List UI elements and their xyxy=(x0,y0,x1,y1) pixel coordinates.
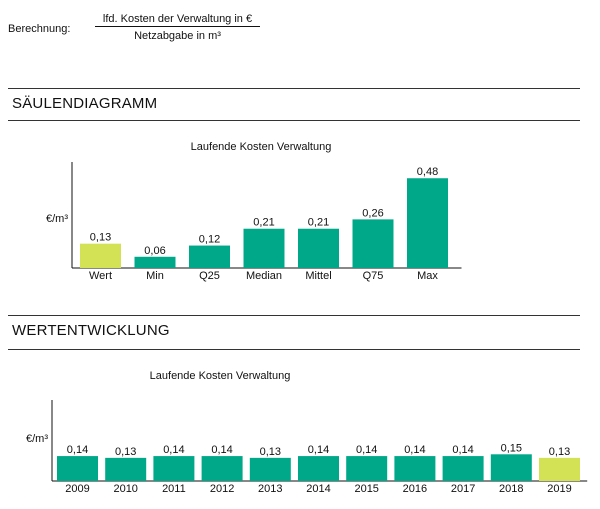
formula-denominator: Netzabgabe in m³ xyxy=(134,30,221,42)
bar xyxy=(153,456,195,481)
y-axis-label: €/m³ xyxy=(26,433,48,445)
bar xyxy=(57,456,98,481)
x-tick-label: Q75 xyxy=(363,270,384,282)
bar xyxy=(189,245,230,268)
data-label: 0,21 xyxy=(253,217,274,229)
bar xyxy=(407,178,448,268)
bar xyxy=(539,457,580,481)
section-title-trend: WERTENTWICKLUNG xyxy=(12,322,170,339)
x-tick-label: Wert xyxy=(89,270,112,282)
data-label: 0,13 xyxy=(115,446,136,458)
bar xyxy=(298,456,339,481)
divider xyxy=(8,88,580,89)
bar xyxy=(105,457,147,481)
x-tick-label: 2010 xyxy=(113,483,137,495)
data-label: 0,13 xyxy=(260,446,281,458)
data-label: 0,14 xyxy=(211,444,232,456)
data-label: 0,48 xyxy=(417,166,438,178)
bar xyxy=(352,219,394,268)
formula-label: Berechnung: xyxy=(8,23,71,35)
x-tick-label: 2015 xyxy=(354,483,378,495)
bar xyxy=(442,456,484,481)
x-tick-label: Mittel xyxy=(305,270,331,282)
x-tick-label: 2012 xyxy=(210,483,234,495)
x-tick-label: 2013 xyxy=(258,483,282,495)
bar xyxy=(346,456,388,481)
data-label: 0,14 xyxy=(67,444,88,456)
bar xyxy=(298,228,339,268)
bar xyxy=(80,243,121,268)
divider xyxy=(8,315,580,316)
data-label: 0,14 xyxy=(308,444,329,456)
x-tick-label: 2019 xyxy=(547,483,571,495)
bar xyxy=(249,457,291,481)
divider xyxy=(8,349,580,350)
data-label: 0,26 xyxy=(362,207,383,219)
data-label: 0,13 xyxy=(90,232,111,244)
x-tick-label: 2011 xyxy=(162,483,186,495)
trend-chart: Laufende Kosten Verwaltung €/m³ 0,14 2009 0,… xyxy=(26,370,588,495)
data-label: 0,14 xyxy=(163,444,184,456)
data-label: 0,06 xyxy=(144,245,165,257)
x-tick-label: 2018 xyxy=(499,483,523,495)
bar-chart: Laufende Kosten Verwaltung €/m³ 0,13 Wert 0,… xyxy=(46,141,462,282)
x-tick-label: 2016 xyxy=(403,483,427,495)
chart-title: Laufende Kosten Verwaltung xyxy=(191,141,332,153)
data-label: 0,13 xyxy=(549,446,570,458)
bar xyxy=(134,256,176,268)
x-tick-label: Min xyxy=(146,270,164,282)
divider xyxy=(8,120,580,121)
bar xyxy=(201,456,243,481)
section-title-bar: SÄULENDIAGRAMM xyxy=(12,95,158,112)
x-tick-label: 2009 xyxy=(65,483,89,495)
y-axis-label: €/m³ xyxy=(46,213,68,225)
x-tick-label: Max xyxy=(417,270,438,282)
formula-numerator: lfd. Kosten der Verwaltung in € xyxy=(95,13,260,27)
x-tick-label: Median xyxy=(246,270,282,282)
data-label: 0,14 xyxy=(356,444,377,456)
data-label: 0,21 xyxy=(308,217,329,229)
chart-title: Laufende Kosten Verwaltung xyxy=(150,370,291,382)
bar xyxy=(243,228,285,268)
data-label: 0,14 xyxy=(452,444,473,456)
data-label: 0,14 xyxy=(404,444,425,456)
x-tick-label: 2017 xyxy=(451,483,475,495)
bar xyxy=(394,456,436,481)
bar xyxy=(490,454,532,481)
x-tick-label: Q25 xyxy=(199,270,220,282)
x-tick-label: 2014 xyxy=(306,483,330,495)
data-label: 0,15 xyxy=(501,442,522,454)
data-label: 0,12 xyxy=(199,234,220,246)
